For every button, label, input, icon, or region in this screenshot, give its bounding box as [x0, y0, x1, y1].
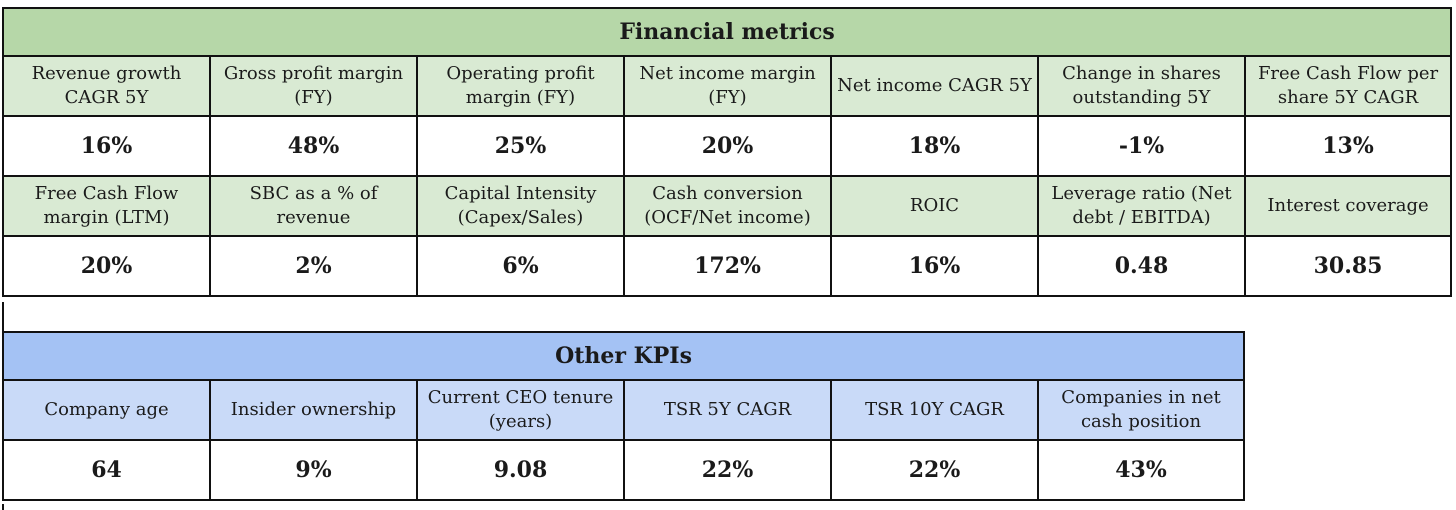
financial-label-row: Revenue growth CAGR 5Y Gross profit marg…	[2, 55, 1453, 117]
metric-label: Free Cash Flow margin (LTM)	[2, 175, 211, 237]
kpi-value: 64	[2, 439, 211, 501]
metric-label: Net income CAGR 5Y	[830, 55, 1039, 117]
metric-value: 16%	[2, 115, 211, 177]
divider	[2, 302, 4, 332]
metric-label: Revenue growth CAGR 5Y	[2, 55, 211, 117]
metric-value: 25%	[416, 115, 625, 177]
kpi-label: Company age	[2, 379, 211, 441]
metric-value: 172%	[623, 235, 832, 297]
metric-value: 6%	[416, 235, 625, 297]
financial-value-row: 16% 48% 25% 20% 18% -1% 13%	[2, 115, 1453, 177]
metric-label: Change in shares outstanding 5Y	[1037, 55, 1246, 117]
financial-metrics-table: Financial metrics Revenue growth CAGR 5Y…	[1, 7, 1453, 297]
metric-label: Operating profit margin (FY)	[416, 55, 625, 117]
kpi-value: 22%	[830, 439, 1039, 501]
metric-label: Interest coverage	[1243, 175, 1453, 237]
metric-value: 20%	[623, 115, 832, 177]
metric-value: -1%	[1037, 115, 1246, 177]
metric-label: ROIC	[830, 175, 1039, 237]
kpi-label-row: Company age Insider ownership Current CE…	[2, 379, 1246, 441]
kpi-label: TSR 10Y CAGR	[830, 379, 1039, 441]
kpi-value: 43%	[1036, 439, 1246, 501]
kpi-label: Insider ownership	[209, 379, 418, 441]
financial-metrics-title: Financial metrics	[1, 7, 1453, 57]
metric-value: 48%	[209, 115, 418, 177]
metric-label: Cash conversion (OCF/Net income)	[623, 175, 832, 237]
kpi-value-row: 64 9% 9.08 22% 22% 43%	[2, 439, 1246, 501]
kpi-value: 9.08	[416, 439, 625, 501]
kpi-label: Companies in net cash position	[1036, 379, 1246, 441]
metric-value: 30.85	[1243, 235, 1453, 297]
metric-label: SBC as a % of revenue	[209, 175, 418, 237]
metric-label: Gross profit margin (FY)	[209, 55, 418, 117]
metric-value: 18%	[830, 115, 1039, 177]
financial-label-row: Free Cash Flow margin (LTM) SBC as a % o…	[2, 175, 1453, 237]
kpi-label: Current CEO tenure (years)	[416, 379, 625, 441]
divider	[2, 504, 4, 510]
metric-value: 0.48	[1037, 235, 1246, 297]
other-kpis-title: Other KPIs	[1, 331, 1246, 381]
financial-value-row: 20% 2% 6% 172% 16% 0.48 30.85	[2, 235, 1453, 297]
metric-value: 16%	[830, 235, 1039, 297]
kpi-label: TSR 5Y CAGR	[623, 379, 832, 441]
other-kpis-table: Other KPIs Company age Insider ownership…	[1, 331, 1246, 501]
metric-value: 2%	[209, 235, 418, 297]
metric-label: Leverage ratio (Net debt / EBITDA)	[1037, 175, 1246, 237]
kpi-value: 22%	[623, 439, 832, 501]
metric-label: Net income margin (FY)	[623, 55, 832, 117]
metric-value: 20%	[2, 235, 211, 297]
kpi-value: 9%	[209, 439, 418, 501]
metric-label: Free Cash Flow per share 5Y CAGR	[1243, 55, 1453, 117]
metric-label: Capital Intensity (Capex/Sales)	[416, 175, 625, 237]
metric-value: 13%	[1243, 115, 1453, 177]
